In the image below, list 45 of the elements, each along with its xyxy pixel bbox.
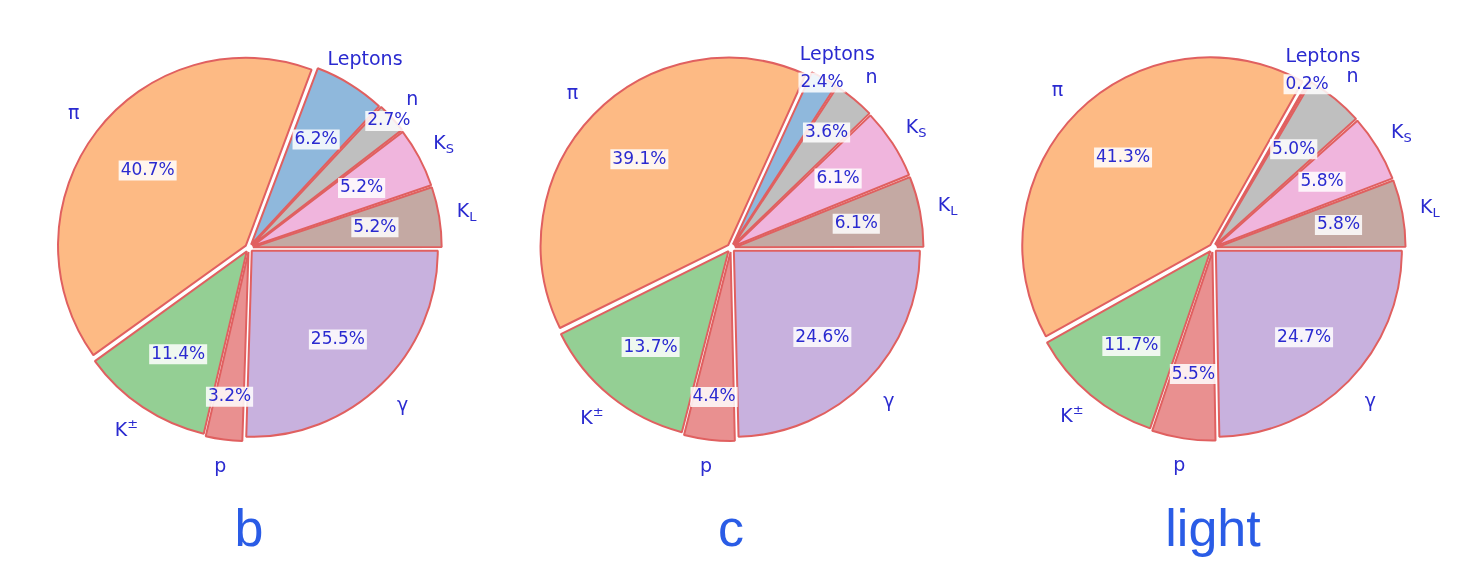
slice-label: γ — [397, 393, 409, 416]
data-label: 5.2% — [340, 176, 384, 197]
slice-label: p — [1173, 452, 1186, 475]
text: light — [1165, 498, 1261, 558]
data-label: 39.1% — [612, 147, 667, 168]
slice-label: π — [566, 81, 579, 104]
data-label: 6.1% — [834, 212, 878, 233]
data-label: 3.2% — [207, 385, 252, 406]
data-label: 6.1% — [816, 167, 860, 188]
data-label: 0.2% — [1285, 72, 1329, 93]
slice-label: K± — [114, 416, 139, 441]
slice-label: Leptons — [799, 41, 875, 64]
data-label: 13.7% — [623, 335, 678, 356]
data-label: 25.5% — [310, 327, 365, 348]
slice-label: n — [865, 64, 878, 87]
text: c — [718, 498, 744, 558]
data-label: 24.6% — [795, 325, 850, 346]
data-label: 4.4% — [692, 385, 736, 406]
data-label: 24.7% — [1277, 325, 1332, 346]
data-label: 11.4% — [151, 342, 206, 363]
slice-label: p — [700, 454, 713, 477]
data-label: 6.2% — [294, 127, 338, 148]
slice-label: Leptons — [1285, 43, 1361, 66]
data-label: 5.8% — [1300, 170, 1344, 191]
slice-label: π — [1051, 78, 1064, 101]
data-label: 2.4% — [800, 70, 844, 91]
data-label: 5.8% — [1316, 213, 1361, 234]
data-label: 11.7% — [1104, 334, 1159, 355]
data-label: 41.3% — [1096, 145, 1151, 166]
slice-label: n — [406, 86, 419, 109]
slice-label: Leptons — [327, 47, 403, 70]
slice-label: π — [68, 100, 80, 123]
data-label: 3.6% — [804, 120, 849, 141]
slice-label: n — [1346, 64, 1359, 87]
data-label: 2.7% — [367, 109, 411, 130]
slice-label: γ — [883, 388, 895, 411]
slice-label: p — [214, 453, 227, 476]
slice-label: K± — [580, 404, 604, 429]
data-label: 5.5% — [1171, 362, 1216, 383]
slice-label: K± — [1060, 402, 1084, 427]
slice-label: γ — [1364, 389, 1377, 412]
data-label: 40.7% — [120, 158, 175, 179]
text: b — [234, 498, 264, 558]
data-label: 5.0% — [1272, 137, 1316, 158]
data-label: 5.2% — [353, 215, 397, 236]
